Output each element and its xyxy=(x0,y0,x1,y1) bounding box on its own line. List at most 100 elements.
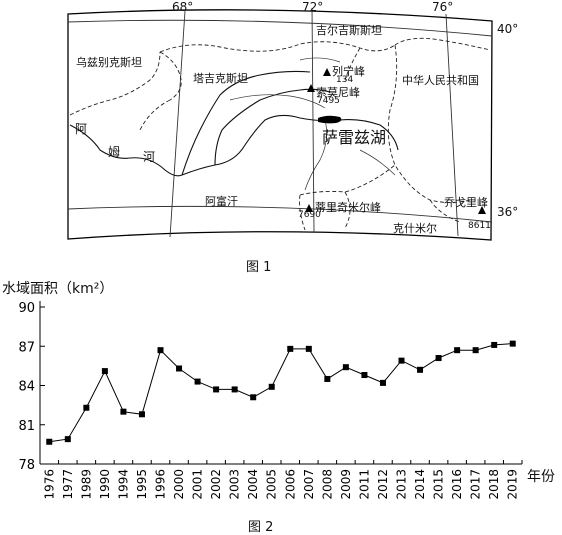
chart-ylabel: 水域面积（km²） xyxy=(2,281,114,297)
x-tick-label: 1990 xyxy=(98,469,112,500)
border-lines xyxy=(69,37,491,231)
data-point xyxy=(120,408,127,415)
x-tick-label: 2000 xyxy=(172,469,186,500)
y-tick-label: 87 xyxy=(18,340,35,355)
data-point xyxy=(417,366,424,373)
data-point xyxy=(454,347,461,354)
label-river-char-1: 阿 xyxy=(75,122,88,136)
x-tick-label: 2018 xyxy=(487,469,501,500)
x-tick-label: 1977 xyxy=(61,469,75,500)
data-point xyxy=(324,375,331,382)
y-tick-label: 78 xyxy=(18,458,35,473)
y-tick-label: 90 xyxy=(18,301,35,316)
peak-tirich-height: 7690 xyxy=(298,210,321,220)
x-tick-label: 2007 xyxy=(302,469,316,500)
series-line xyxy=(49,343,513,443)
data-point xyxy=(305,345,312,352)
label-china: 中华人民共和国 xyxy=(402,74,479,87)
peak-k2-height: 8611 xyxy=(468,221,491,231)
x-tick-label: 2001 xyxy=(191,469,205,500)
x-tick-label: 2005 xyxy=(265,469,279,500)
data-point xyxy=(101,368,108,375)
meridian-76 xyxy=(445,13,459,237)
longitude-68-label: 68° xyxy=(172,0,194,14)
map-drawing xyxy=(67,7,493,241)
x-tick-label: 2015 xyxy=(432,469,446,500)
figure-1-map: 68° 72° 76° 40° 36° 吉尔吉斯斯坦 乌兹别克斯坦 塔吉克斯坦 … xyxy=(67,0,519,275)
map-frame xyxy=(67,9,493,241)
chart-xlabel: 年份 xyxy=(527,469,555,485)
x-tick-label: 2006 xyxy=(283,469,297,500)
x-tick-label: 2008 xyxy=(320,469,334,500)
peak-tirich-name: 蒂里奇米尔峰 xyxy=(315,201,381,214)
data-point xyxy=(176,365,183,372)
data-point xyxy=(64,436,71,443)
data-point xyxy=(250,394,257,401)
label-tajikistan: 塔吉克斯坦 xyxy=(193,72,248,85)
data-point xyxy=(509,340,516,347)
meridian-68 xyxy=(169,10,186,238)
parallel-36 xyxy=(67,205,493,223)
data-point xyxy=(361,372,368,379)
longitude-76-label: 76° xyxy=(432,0,454,14)
line-chart-svg: 78 81 84 87 90 1976 1977 1989 1990 1994 1995 1996 20… xyxy=(18,301,523,500)
data-point xyxy=(287,345,294,352)
terrain-lines xyxy=(229,57,396,191)
x-tick-label: 2004 xyxy=(246,469,260,500)
data-point xyxy=(194,378,201,385)
x-tick-label: 2016 xyxy=(450,469,464,500)
peak-marker-lenin xyxy=(323,68,331,76)
x-tick-label: 1989 xyxy=(79,469,93,500)
x-tick-label: 1976 xyxy=(42,469,56,500)
label-uzbekistan: 乌兹别克斯坦 xyxy=(76,56,142,69)
x-tick-label: 2003 xyxy=(228,469,242,500)
latitude-40-label: 40° xyxy=(497,22,519,36)
peak-lenin-name: 列宁峰 xyxy=(332,65,365,78)
figure-2-caption: 图 2 xyxy=(248,520,274,535)
data-point xyxy=(435,355,442,362)
y-tick-label: 81 xyxy=(18,419,35,434)
x-tick-label: 2019 xyxy=(506,469,520,500)
parallel-40 xyxy=(67,19,493,37)
data-point xyxy=(342,364,349,371)
data-point xyxy=(231,386,238,393)
peak-somoni-height: 7495 xyxy=(317,96,340,106)
figure-1-caption: 图 1 xyxy=(246,260,272,275)
x-tick-label: 2002 xyxy=(209,469,223,500)
peak-k2-name: 乔戈里峰 xyxy=(444,196,488,209)
data-point xyxy=(83,404,90,411)
x-tick-label: 2017 xyxy=(469,469,483,500)
label-river-char-3: 河 xyxy=(143,150,156,164)
x-tick-label: 1994 xyxy=(116,469,130,500)
label-sarez-lake: 萨雷兹湖 xyxy=(322,128,387,147)
x-tick-label: 1995 xyxy=(135,469,149,500)
data-point xyxy=(472,347,479,354)
label-kyrgyzstan: 吉尔吉斯斯坦 xyxy=(316,24,382,37)
label-river-char-2: 姆 xyxy=(108,145,121,159)
data-point xyxy=(398,357,405,364)
data-point xyxy=(379,379,386,386)
x-tick-label: 2013 xyxy=(395,469,409,500)
data-point xyxy=(46,438,53,445)
sarez-lake-shape xyxy=(318,115,342,124)
x-tick-label: 1996 xyxy=(154,469,168,500)
peak-marker-k2 xyxy=(478,206,486,214)
data-point xyxy=(138,411,145,418)
y-tick-label: 84 xyxy=(18,380,35,395)
x-tick-label: 2012 xyxy=(376,469,390,500)
figure-2-chart: 水域面积（km²） 78 81 84 87 90 1976 1977 1989 1990 1994… xyxy=(0,270,562,535)
x-tick-label: 2011 xyxy=(357,469,371,500)
peak-marker-somoni xyxy=(307,84,315,92)
x-tick-label: 2009 xyxy=(339,469,353,500)
latitude-36-label: 36° xyxy=(497,205,519,219)
data-point xyxy=(213,386,220,393)
longitude-72-label: 72° xyxy=(302,0,324,14)
label-kashmir: 克什米尔 xyxy=(393,222,437,235)
peak-marker-tirich xyxy=(305,204,313,212)
data-point xyxy=(157,347,164,354)
peak-lenin-height: 134 xyxy=(336,75,354,85)
peak-somoni-name: 索莫尼峰 xyxy=(316,86,360,99)
label-afghanistan: 阿富汗 xyxy=(205,195,238,208)
data-point xyxy=(268,383,275,390)
x-tick-label: 2014 xyxy=(413,469,427,500)
